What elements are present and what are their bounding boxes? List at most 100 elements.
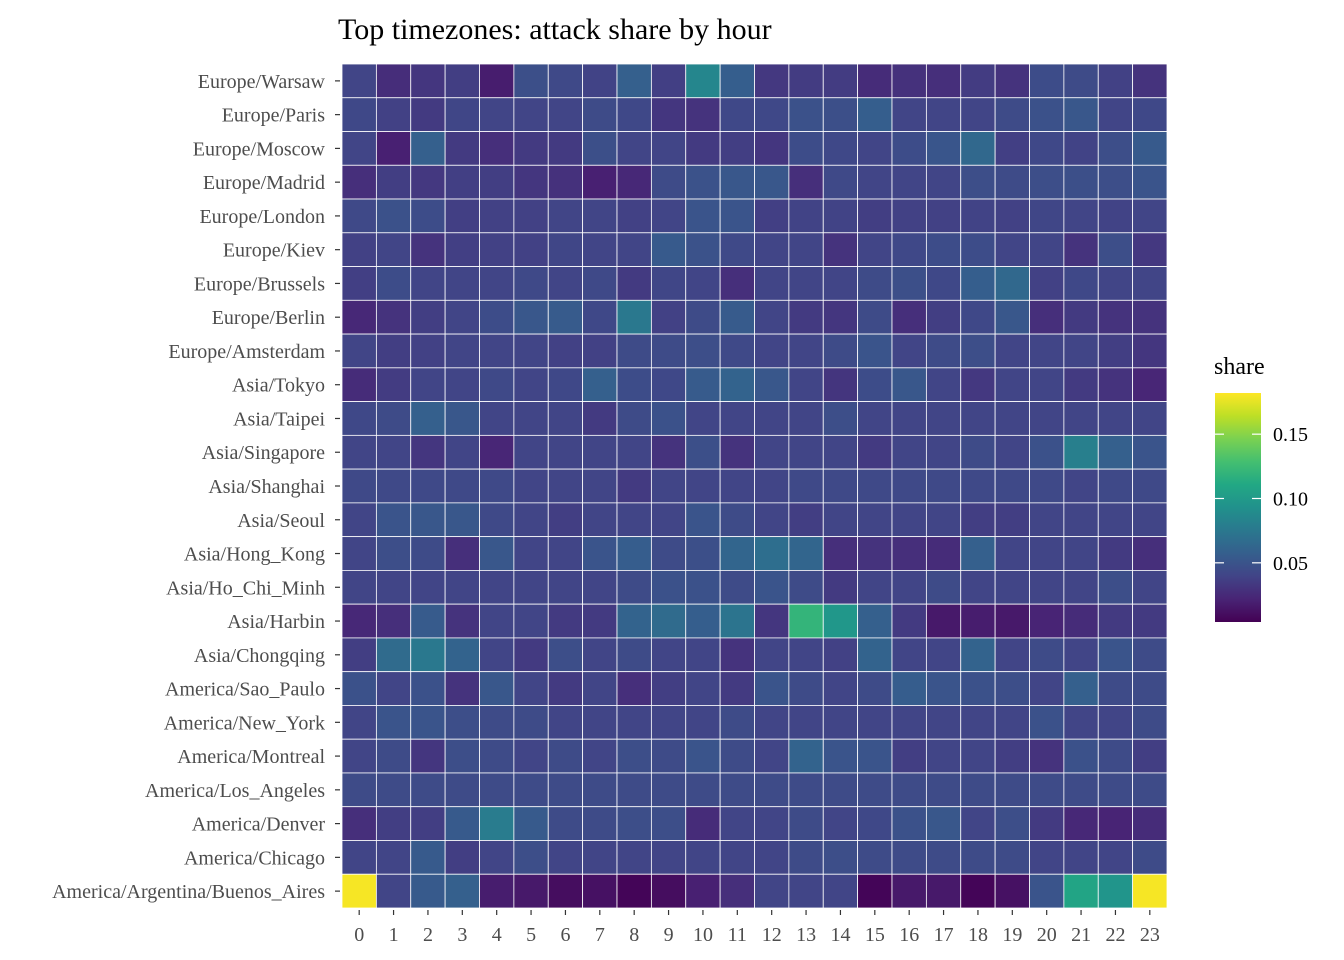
heatmap-cell — [960, 367, 996, 402]
heatmap-cell — [375, 570, 412, 605]
heatmap-cell — [410, 333, 446, 369]
heatmap-cell — [375, 806, 412, 841]
heatmap-cell — [479, 873, 515, 909]
heatmap-cell — [650, 401, 687, 436]
heatmap-cell — [582, 333, 618, 369]
heatmap-cell — [822, 536, 859, 571]
heatmap-cell — [616, 806, 652, 841]
heatmap-cell — [788, 299, 824, 335]
legend-tick-label: 0.05 — [1273, 553, 1308, 575]
heatmap-cell — [1063, 367, 1099, 402]
heatmap-cell — [1029, 502, 1065, 538]
heatmap-cell — [1132, 502, 1168, 538]
x-tick-label: 23 — [1140, 924, 1160, 946]
heatmap-cell — [857, 367, 893, 402]
heatmap-cell — [994, 198, 1030, 234]
heatmap-cell — [1029, 232, 1065, 267]
heatmap-cell — [960, 671, 996, 706]
x-tick-label: 2 — [423, 924, 433, 946]
heatmap-cell — [994, 502, 1030, 538]
heatmap-cell — [513, 97, 549, 132]
heatmap-cell — [582, 266, 618, 301]
heatmap-cell — [1029, 131, 1065, 166]
heatmap-cell — [1097, 198, 1134, 234]
heatmap-cell — [616, 367, 652, 402]
heatmap-cell — [375, 333, 412, 369]
heatmap-cell — [616, 164, 652, 200]
heatmap-cell — [891, 502, 927, 538]
heatmap-cell — [1132, 840, 1168, 875]
heatmap-cell — [616, 570, 652, 605]
heatmap-cell — [960, 468, 996, 504]
heatmap-cell — [375, 434, 412, 470]
heatmap-cell — [925, 164, 962, 200]
y-tick-label: Europe/Amsterdam — [168, 341, 325, 363]
heatmap-cell — [925, 97, 962, 132]
heatmap-cell — [444, 738, 480, 774]
heatmap-cell — [410, 164, 446, 200]
heatmap-cell — [754, 772, 790, 808]
heatmap-cell — [994, 367, 1030, 402]
heatmap-cell — [822, 502, 859, 538]
heatmap-cell — [719, 502, 755, 538]
legend-colorbar — [1215, 393, 1261, 622]
heatmap-cell — [685, 603, 721, 639]
heatmap-cell — [444, 333, 480, 369]
heatmap-cell — [410, 401, 446, 436]
heatmap-cell — [788, 367, 824, 402]
heatmap-cell — [444, 266, 480, 301]
heatmap-cell — [1063, 468, 1099, 504]
heatmap-cell — [410, 434, 446, 470]
heatmap-cell — [754, 570, 790, 605]
heatmap-cell — [1063, 772, 1099, 808]
heatmap-cell — [341, 671, 377, 706]
heatmap-cell — [960, 772, 996, 808]
heatmap-cell — [650, 772, 687, 808]
heatmap-cell — [582, 401, 618, 436]
heatmap-cell — [754, 401, 790, 436]
heatmap-cell — [650, 232, 687, 267]
heatmap-cell — [341, 434, 377, 470]
heatmap-cell — [444, 97, 480, 132]
heatmap-cell — [994, 705, 1030, 740]
heatmap-cell — [444, 299, 480, 335]
heatmap-cell — [513, 198, 549, 234]
heatmap-cell — [375, 840, 412, 875]
heatmap-cell — [925, 367, 962, 402]
heatmap-cell — [925, 63, 962, 99]
heatmap-cell — [754, 299, 790, 335]
y-tick-label: Europe/London — [199, 206, 325, 228]
heatmap-cell — [857, 198, 893, 234]
heatmap-cell — [616, 131, 652, 166]
heatmap-cell — [1029, 97, 1065, 132]
heatmap-cell — [1132, 536, 1168, 571]
heatmap-cell — [582, 232, 618, 267]
heatmap-cell — [650, 131, 687, 166]
heatmap-cell — [1097, 873, 1134, 909]
heatmap-cell — [1029, 63, 1065, 99]
heatmap-cell — [822, 705, 859, 740]
heatmap-cell — [582, 873, 618, 909]
heatmap-cell — [1029, 333, 1065, 369]
heatmap-cell — [685, 401, 721, 436]
x-tick-label: 10 — [693, 924, 713, 946]
heatmap-cell — [375, 401, 412, 436]
heatmap-cell — [960, 401, 996, 436]
heatmap-cell — [994, 536, 1030, 571]
heatmap-cell — [650, 705, 687, 740]
heatmap-cell — [1097, 468, 1134, 504]
heatmap-cell — [960, 570, 996, 605]
heatmap-cell — [1029, 840, 1065, 875]
y-tick-label: Asia/Harbin — [227, 611, 325, 633]
heatmap-cell — [444, 198, 480, 234]
heatmap-cell — [513, 570, 549, 605]
heatmap-cell — [719, 401, 755, 436]
heatmap-cell — [547, 434, 584, 470]
heatmap-cell — [479, 266, 515, 301]
heatmap-cell — [925, 705, 962, 740]
heatmap-cell — [616, 502, 652, 538]
heatmap-cell — [960, 198, 996, 234]
y-tick-label: Europe/Kiev — [223, 240, 325, 262]
heatmap-cell — [1132, 63, 1168, 99]
